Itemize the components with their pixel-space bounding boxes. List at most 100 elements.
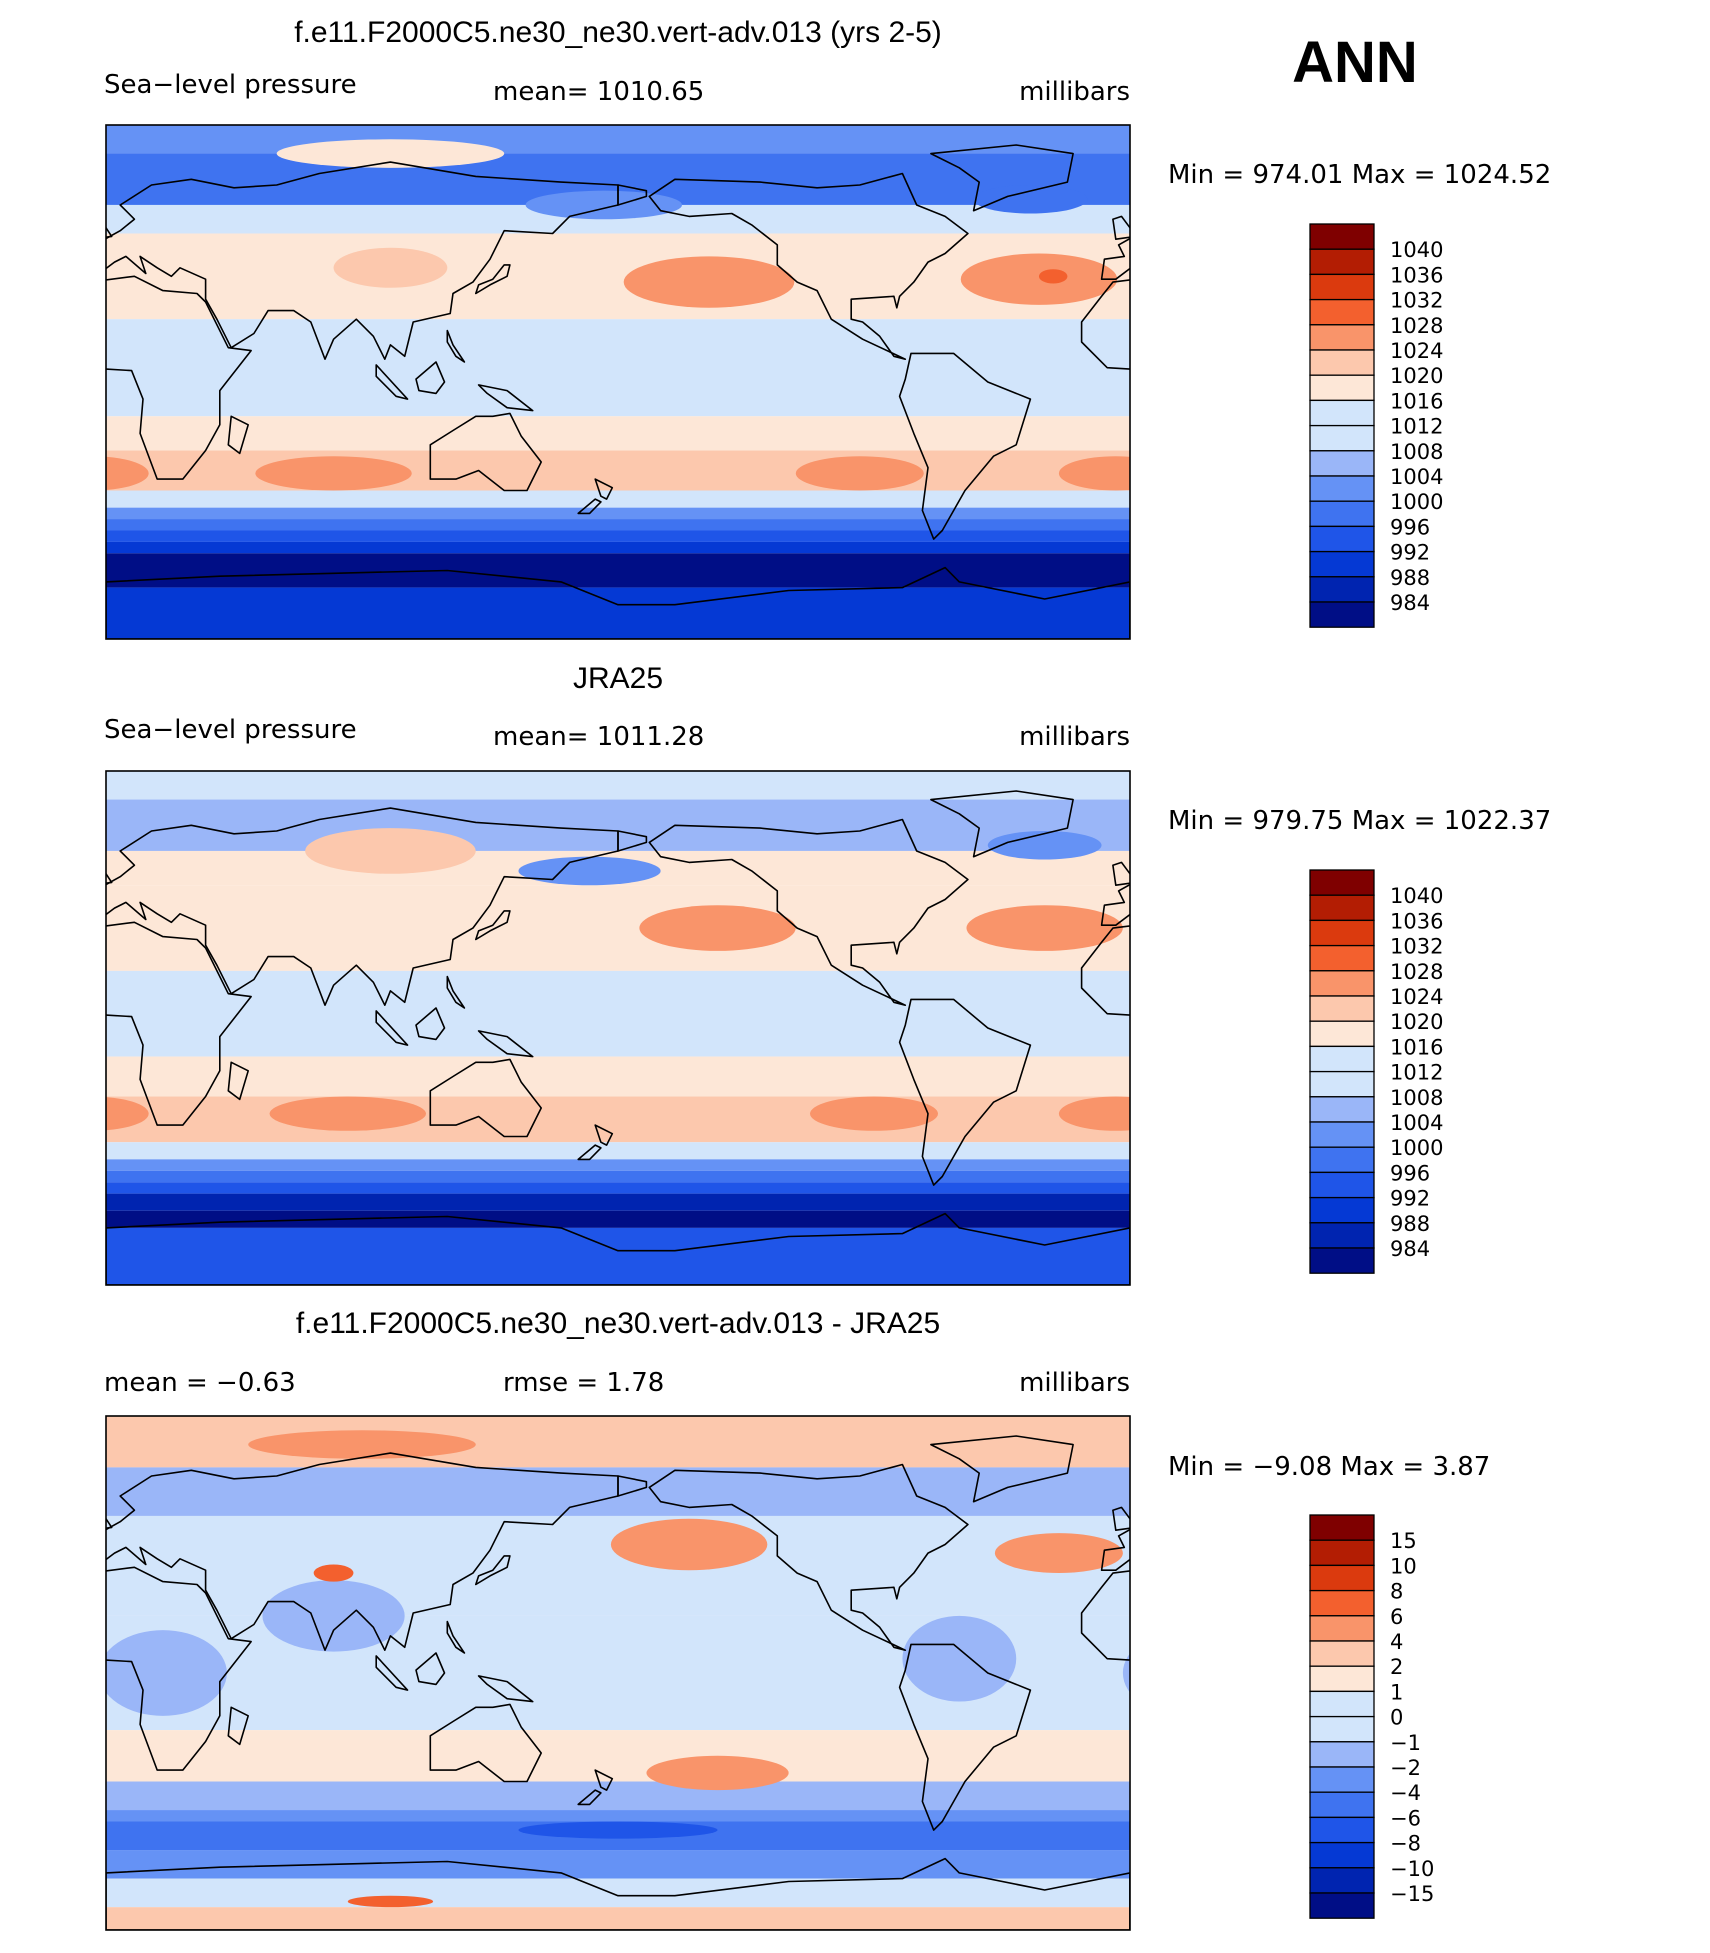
- colorbar-swatch: [1309, 944, 1375, 972]
- coastline-new-zealand-s: [577, 1144, 602, 1161]
- colorbar-swatch: [1309, 1690, 1375, 1718]
- panel-observation: JRA25 Sea−level pressure mean= 1011.28 m…: [0, 662, 1684, 1286]
- coastline-philippines: [446, 975, 466, 1009]
- contour-cell: [333, 247, 448, 288]
- coastline-borneo: [415, 1007, 446, 1041]
- colorbar-swatch: [1309, 970, 1375, 997]
- colorbar-swatch: [1309, 1020, 1375, 1048]
- colorbar-tick-label: 1032: [1390, 289, 1443, 313]
- colorbar-tick-label: 1008: [1390, 1086, 1443, 1110]
- colorbar-tick-label: 984: [1390, 591, 1430, 615]
- contour-band: [106, 507, 1130, 520]
- coastline-japan: [475, 1555, 511, 1586]
- colorbar-swatch: [1309, 1841, 1375, 1869]
- contour-cell: [1648, 256, 1710, 307]
- contour-band: [106, 1056, 1130, 1097]
- colorbar-swatch: [1309, 424, 1375, 452]
- colorbar-swatch: [1309, 919, 1375, 947]
- panel-difference: f.e11.F2000C5.ne30_ne30.vert-adv.013 - J…: [0, 1307, 1710, 1931]
- coastline-north-america: [648, 172, 969, 360]
- coastline-south-america: [898, 998, 1032, 1186]
- contour-band: [106, 1850, 1130, 1879]
- coastline-japan: [1500, 265, 1534, 294]
- contour-cell: [810, 1096, 938, 1131]
- coastline-new-zealand-n: [1619, 479, 1636, 499]
- coastline-africa: [106, 275, 252, 480]
- min-max-label: Min = 979.75 Max = 1022.37: [1168, 806, 1551, 836]
- map-contours: [0, 770, 1684, 1286]
- coastline-new-zealand-n: [1619, 1125, 1636, 1145]
- map-contours: [105, 124, 1710, 640]
- colorbar-swatch: [1309, 1816, 1375, 1844]
- coastline-antarctica: [106, 566, 1130, 639]
- coastline-australia: [429, 1703, 542, 1783]
- colorbar-tick-label: 1024: [1390, 339, 1443, 363]
- colorbar-swatch: [1309, 1665, 1375, 1693]
- contour-cell: [0, 1533, 99, 1573]
- coastline-antarctica: [106, 1857, 1130, 1930]
- contour-band: [106, 416, 1130, 451]
- coastline-new-zealand-n: [594, 478, 614, 500]
- contour-cell: [0, 831, 78, 860]
- contour-band: [106, 1810, 1130, 1822]
- contour-cell: [269, 1096, 426, 1131]
- contour-cell: [518, 856, 661, 886]
- contour-cell: [646, 1755, 789, 1791]
- colorbar-tick-label: 1040: [1390, 238, 1443, 262]
- contour-band: [106, 970, 1130, 1057]
- colorbar-swatch: [1309, 1615, 1375, 1642]
- colorbar-tick-label: 996: [1390, 515, 1430, 539]
- coastline-borneo: [1440, 1653, 1469, 1684]
- colorbar-swatch: [1309, 475, 1375, 502]
- coastline-eurasia: [106, 161, 619, 360]
- contour-band: [106, 319, 1130, 417]
- contour-band: [106, 1182, 1130, 1194]
- coastline-madagascar: [1252, 1707, 1272, 1744]
- colorbar-legend: 1040103610321028102410201016101210081004…: [1309, 223, 1443, 628]
- contour-cell: [1635, 1519, 1710, 1570]
- colorbar-swatch: [1309, 1715, 1375, 1743]
- contour-cell: [106, 1097, 149, 1131]
- contour-cell: [960, 253, 1118, 305]
- mean-label: mean= 1011.28: [493, 722, 704, 752]
- contour-band: [106, 519, 1130, 531]
- colorbar-swatch: [1309, 1171, 1375, 1199]
- coastline-north-america: [648, 1463, 969, 1651]
- contour-cell: [518, 1821, 718, 1839]
- coastline-britain: [1112, 861, 1130, 886]
- coastline-madagascar: [1252, 1062, 1272, 1099]
- coastline-north-america: [648, 818, 969, 1006]
- colorbar-swatch: [1309, 248, 1375, 276]
- contour-cell: [973, 184, 1088, 214]
- contour-cell: [276, 139, 505, 168]
- mean-label: mean = −0.63: [104, 1368, 296, 1398]
- coastline-africa: [106, 921, 252, 1126]
- colorbar-legend: 1040103610321028102410201016101210081004…: [1309, 869, 1443, 1274]
- colorbar-tick-label: 1004: [1390, 465, 1443, 489]
- colorbar-tick-label: 0: [1390, 1706, 1403, 1730]
- contour-cell: [106, 1630, 227, 1716]
- coastline-australia: [429, 412, 542, 492]
- coastline-borneo: [415, 361, 446, 395]
- coastline-australia: [1454, 413, 1565, 490]
- coastline-eurasia: [106, 1452, 619, 1651]
- coastline-new-guinea: [1503, 385, 1557, 411]
- contour-cell: [305, 828, 476, 874]
- contour-cell: [1542, 857, 1684, 886]
- colorbar-tick-label: 1040: [1390, 884, 1443, 908]
- units-label: millibars: [1019, 722, 1130, 752]
- coastline-madagascar: [227, 1706, 249, 1746]
- coastline-sumatra: [1400, 1656, 1431, 1690]
- colorbar-swatch: [1309, 1070, 1375, 1098]
- coastline-new-zealand-s: [1602, 499, 1625, 513]
- min-max-label: Min = 974.01 Max = 1024.52: [1168, 160, 1551, 190]
- coastline-new-zealand-n: [594, 1769, 614, 1791]
- panel-title: f.e11.F2000C5.ne30_ne30.vert-adv.013 - J…: [296, 1307, 940, 1340]
- contour-band: [106, 541, 1130, 554]
- contour-band: [106, 1730, 1130, 1782]
- colorbar-tick-label: −1: [1390, 1731, 1421, 1755]
- coastline-antarctica: [106, 1212, 1130, 1285]
- contour-band: [106, 587, 1130, 639]
- contour-band: [106, 125, 1130, 154]
- contour-band: [106, 1142, 1130, 1160]
